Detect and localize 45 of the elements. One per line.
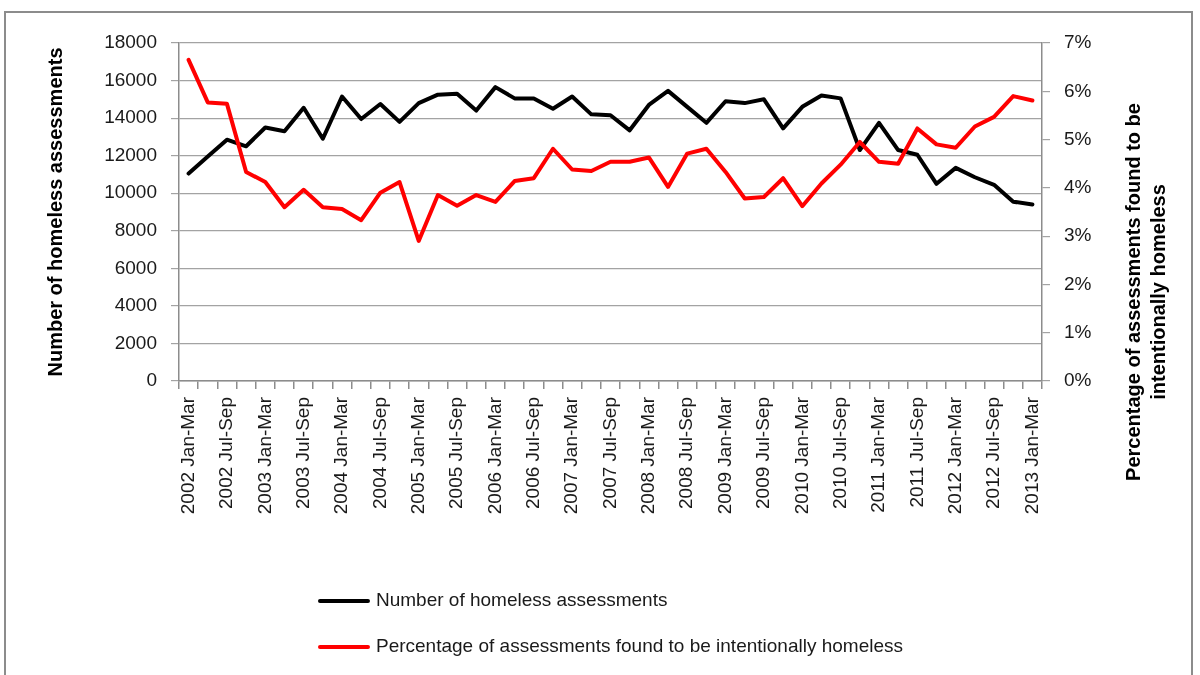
legend-label: Percentage of assessments found to be intentionally homeless: [375, 635, 904, 657]
x-tick-label: 2011 Jan-Mar: [867, 396, 889, 513]
y2-tick-label: 2%: [1064, 272, 1092, 294]
x-tick-label: 2004 Jan-Mar: [330, 396, 352, 515]
x-tick-label: 2002 Jan-Mar: [176, 396, 198, 515]
x-tick-label: 2013 Jan-Mar: [1020, 396, 1042, 515]
x-tick-label: 2008 Jan-Mar: [637, 396, 659, 515]
y2-tick-label: 4%: [1064, 176, 1092, 198]
x-tick-label: 2012 Jul-Sep: [982, 397, 1004, 509]
y-tick-label: 12000: [104, 143, 157, 165]
y2-tick-label: 7%: [1064, 31, 1092, 53]
x-tick-label: 2007 Jul-Sep: [598, 397, 620, 509]
x-tick-label: 2009 Jul-Sep: [752, 397, 774, 509]
y-tick-label: 16000: [104, 68, 157, 90]
y2-tick-label: 0%: [1064, 369, 1092, 391]
y-tick-label: 2000: [114, 331, 157, 353]
y-tick-label: 14000: [104, 106, 157, 128]
y-tick-label: 4000: [114, 294, 157, 316]
x-tick-label: 2003 Jan-Mar: [253, 396, 275, 515]
x-tick-label: 2012 Jan-Mar: [943, 396, 965, 515]
x-tick-label: 2004 Jul-Sep: [368, 397, 390, 509]
x-tick-label: 2010 Jul-Sep: [828, 397, 850, 509]
x-tick-label: 2009 Jan-Mar: [713, 396, 735, 515]
x-tick-label: 2010 Jan-Mar: [790, 396, 812, 515]
y-tick-label: 8000: [114, 219, 157, 241]
x-tick-label: 2006 Jan-Mar: [483, 396, 505, 515]
x-tick-label: 2006 Jul-Sep: [522, 397, 544, 509]
y2-tick-label: 6%: [1064, 79, 1092, 101]
x-tick-label: 2011 Jul-Sep: [905, 397, 927, 508]
y-tick-label: 0: [146, 369, 157, 391]
x-tick-label: 2005 Jan-Mar: [406, 396, 428, 515]
y-tick-label: 10000: [104, 181, 157, 203]
x-tick-label: 2008 Jul-Sep: [675, 397, 697, 509]
x-tick-label: 2002 Jul-Sep: [215, 397, 237, 509]
y2-tick-label: 5%: [1064, 127, 1092, 149]
y2-axis-title: Percentage of assessments found to be intentionally homeless: [1121, 103, 1169, 481]
x-tick-label: 2003 Jul-Sep: [291, 397, 313, 509]
y2-tick-label: 1%: [1064, 320, 1092, 342]
y-tick-label: 18000: [104, 31, 157, 53]
x-tick-label: 2007 Jan-Mar: [560, 396, 582, 515]
y2-tick-label: 3%: [1064, 224, 1092, 246]
legend-label: Number of homeless assessments: [375, 589, 668, 611]
y-axis-title: Number of homeless assessments: [43, 47, 66, 377]
x-tick-label: 2005 Jul-Sep: [445, 397, 467, 509]
y-tick-label: 6000: [114, 256, 157, 278]
